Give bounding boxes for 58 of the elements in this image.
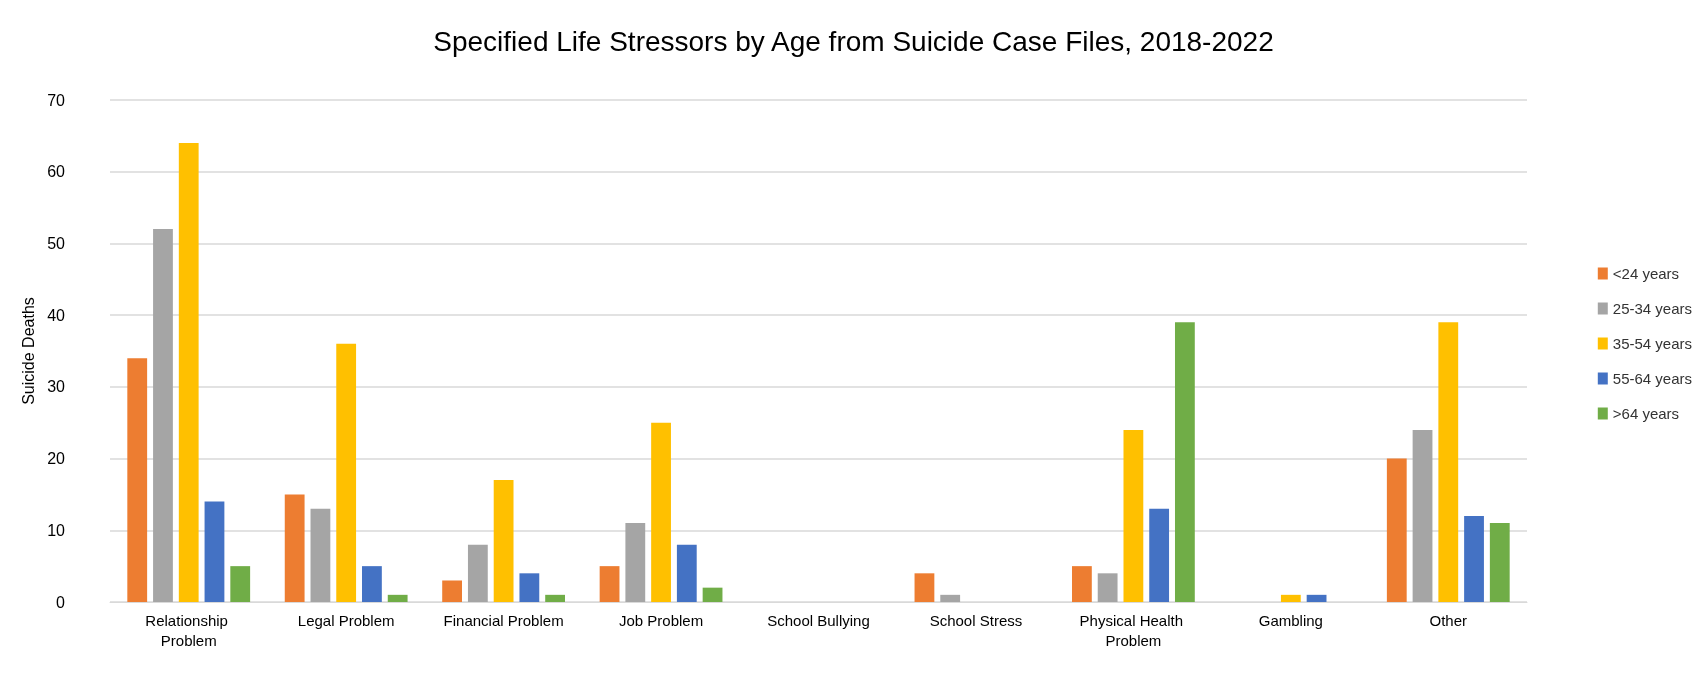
bar <box>127 358 148 602</box>
legend-label: <24 years <box>1612 265 1680 282</box>
y-tick-label: 20 <box>47 450 66 468</box>
y-tick-label: 40 <box>47 306 66 324</box>
bar <box>519 573 540 602</box>
bar <box>1071 566 1092 602</box>
bar <box>1386 458 1407 602</box>
legend-label: >64 years <box>1612 405 1680 422</box>
bar <box>1097 573 1118 602</box>
x-tick-label: Job Problem <box>618 611 704 629</box>
bar <box>336 343 357 602</box>
bar <box>178 143 199 602</box>
x-tick-label: School Stress <box>929 611 1023 629</box>
bar <box>940 594 961 602</box>
bar <box>204 501 225 602</box>
bar <box>442 580 463 602</box>
bar <box>467 544 488 602</box>
chart-title: Specified Life Stressors by Age from Suicide Case Files, 2018-2022 <box>433 25 1274 57</box>
x-tick-label: Legal Problem <box>297 611 395 629</box>
bar <box>914 573 935 602</box>
bar <box>310 508 331 602</box>
bar <box>545 594 566 602</box>
y-tick-label: 10 <box>47 521 66 539</box>
bar <box>1464 515 1484 602</box>
y-tick-label: 60 <box>47 163 66 181</box>
bar <box>362 566 382 602</box>
x-tick-label: Relationship Problem <box>145 611 233 649</box>
bar <box>1174 322 1195 602</box>
bar <box>284 494 305 602</box>
bar <box>1438 322 1459 602</box>
bar <box>1412 429 1433 602</box>
y-axis-title: Suicide Deaths <box>19 297 37 405</box>
bar <box>625 523 646 602</box>
x-tick-label: Physical Health Problem <box>1079 611 1188 649</box>
y-tick-label: 0 <box>56 593 66 611</box>
bar <box>676 544 697 602</box>
bar <box>1149 508 1170 602</box>
y-tick-label: 30 <box>47 378 66 396</box>
bar <box>651 422 671 602</box>
x-tick-label: Other <box>1429 611 1468 629</box>
bar <box>1489 523 1510 602</box>
bar <box>599 566 620 602</box>
y-tick-label: 70 <box>47 91 66 109</box>
bar <box>153 229 173 602</box>
bar <box>1306 594 1327 602</box>
bar <box>493 480 514 602</box>
legend-label: 55-64 years <box>1612 370 1693 387</box>
x-tick-label: School Bullying <box>767 611 870 629</box>
legend-label: 25-34 years <box>1612 300 1693 317</box>
x-tick-label: Financial Problem <box>443 611 564 629</box>
bar <box>1123 429 1144 602</box>
bar <box>387 594 408 602</box>
legend-label: 35-54 years <box>1612 335 1693 352</box>
bar <box>230 566 251 602</box>
y-tick-label: 50 <box>47 234 66 252</box>
x-tick-label: Gambling <box>1258 611 1323 629</box>
bar <box>702 587 723 602</box>
bar <box>1280 594 1301 602</box>
